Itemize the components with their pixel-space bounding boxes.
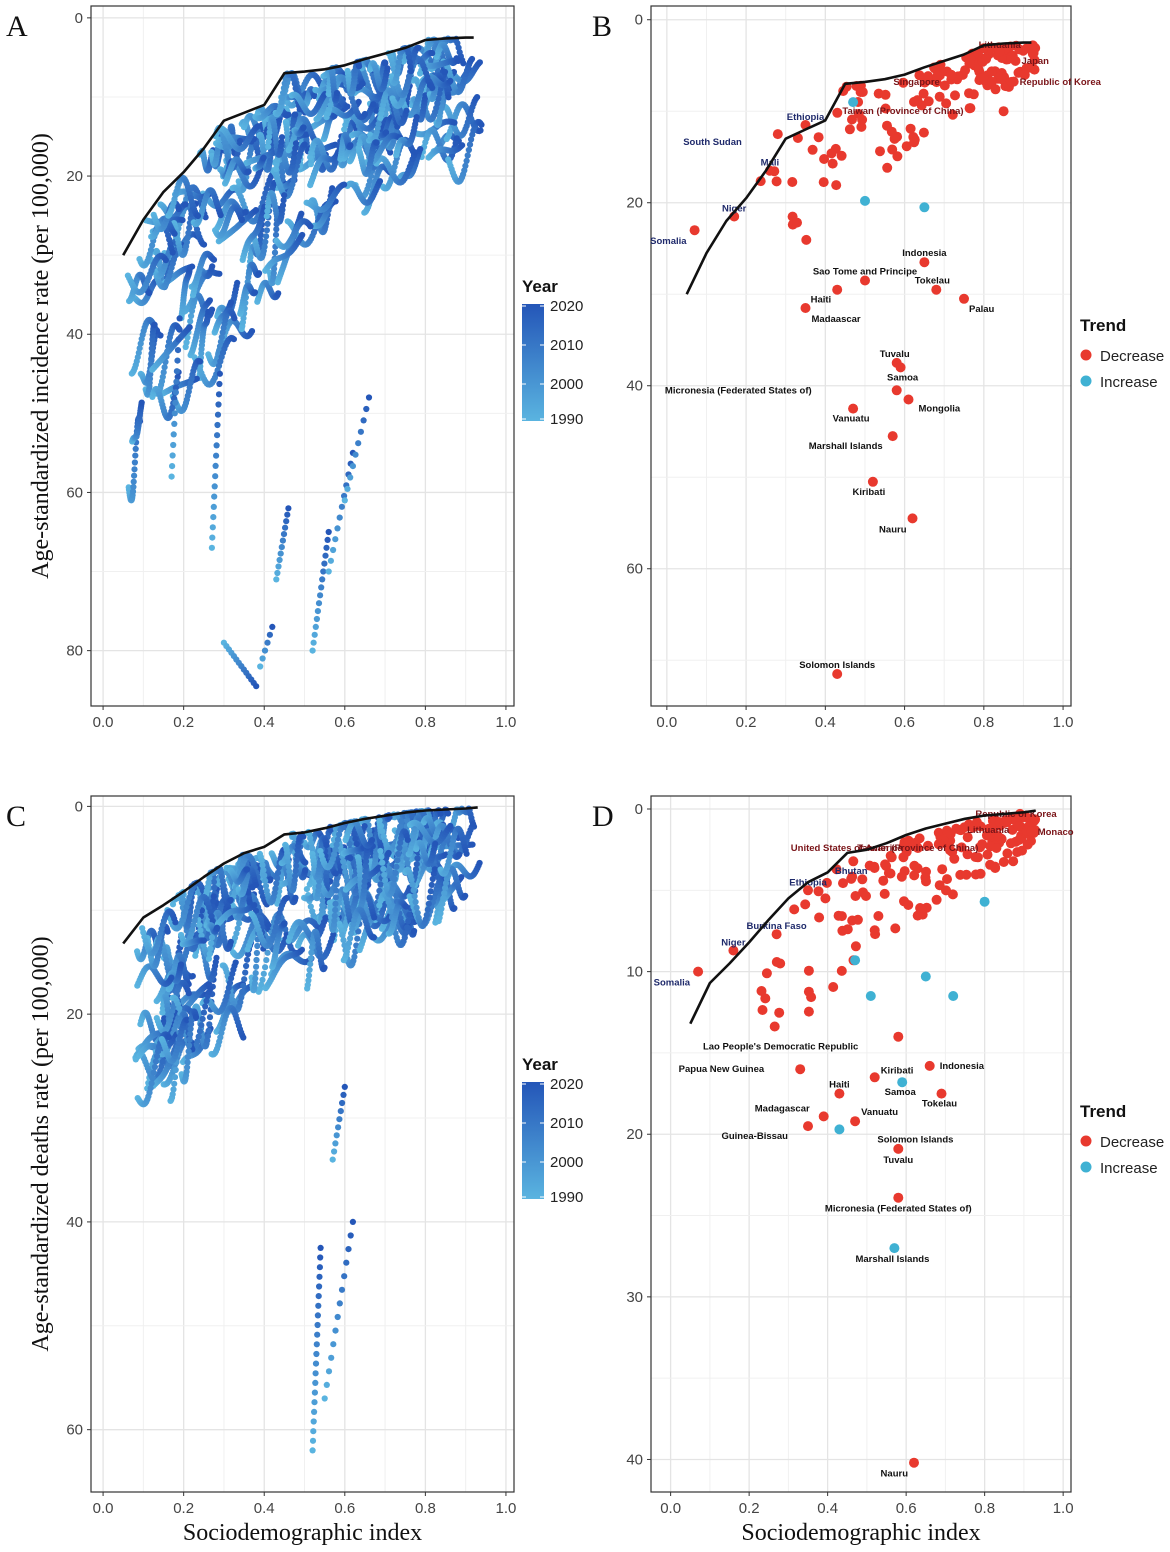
trajectory-point — [341, 181, 348, 188]
trajectory-point — [130, 483, 137, 491]
y-tick-label: 60 — [66, 484, 83, 501]
trajectory-point — [468, 55, 476, 63]
trajectory-point — [429, 50, 436, 57]
trajectory-point — [252, 207, 260, 214]
x-tick-label: 0.2 — [173, 714, 194, 731]
trajectory-point — [262, 238, 269, 245]
trajectory-point — [206, 297, 213, 304]
trajectory-point — [216, 270, 223, 277]
y-tick-label: 80 — [66, 643, 83, 660]
trajectory-point — [230, 336, 237, 343]
x-tick-label: 0.4 — [254, 714, 275, 731]
trajectory-point — [347, 142, 354, 149]
x-tick-label: 1.0 — [496, 714, 517, 731]
trajectory-point — [292, 111, 299, 118]
grid — [91, 6, 514, 706]
trajectory-point — [299, 231, 306, 239]
y-tick-label: 40 — [66, 326, 83, 343]
trajectory-point — [301, 141, 308, 148]
trajectory-point — [478, 121, 485, 128]
trajectory-point — [228, 299, 235, 306]
trajectory-point — [187, 318, 194, 325]
trajectory-point — [209, 263, 216, 270]
trajectory-point — [412, 149, 419, 156]
trajectory-point — [464, 152, 471, 159]
trajectory-point — [463, 157, 470, 164]
trajectory-point — [186, 266, 193, 273]
trajectory-point — [466, 141, 474, 148]
trajectory-point — [205, 308, 212, 315]
trajectory-point — [376, 178, 384, 185]
trajectory-point — [162, 257, 169, 264]
plot-border — [90, 5, 515, 707]
trajectory-point — [283, 112, 290, 119]
trajectory-point — [231, 315, 238, 322]
trajectory-point — [264, 220, 271, 227]
trajectory-point — [476, 59, 483, 66]
trajectory-point — [179, 217, 186, 224]
trajectory-point — [459, 142, 466, 149]
trajectory-point — [138, 399, 145, 406]
trajectory-point — [242, 208, 249, 215]
trajectory-point — [455, 57, 462, 64]
trajectory-point — [251, 289, 259, 296]
x-tick-label: 0.6 — [334, 714, 355, 731]
trajectory-point — [131, 459, 138, 466]
trajectory-point — [256, 270, 263, 277]
panel-letter-a: A — [6, 10, 28, 43]
trajectory-point — [275, 290, 282, 297]
trajectory-point — [445, 94, 452, 101]
x-tick-label: 0.0 — [93, 714, 114, 731]
trajectory-point — [157, 332, 164, 339]
trajectory-point — [237, 137, 244, 145]
trajectory-point — [298, 210, 305, 217]
trajectory-point — [447, 77, 454, 84]
trajectory-points — [124, 35, 485, 690]
trajectory-point — [131, 466, 138, 473]
trajectory-point — [132, 445, 139, 452]
y-tick-label: 0 — [75, 10, 83, 27]
trajectory-point — [131, 472, 138, 479]
trajectory-point — [451, 119, 458, 126]
trajectory-point — [292, 140, 300, 147]
trajectory-point — [248, 328, 256, 335]
trajectory-point — [465, 146, 472, 154]
trajectory-point — [477, 127, 484, 134]
x-tick-label: 0.8 — [415, 714, 436, 731]
trajectory-point — [474, 94, 481, 101]
trajectory-point — [426, 82, 433, 89]
trajectory-point — [217, 212, 224, 219]
trajectory-point — [200, 241, 208, 248]
trajectory-point — [182, 201, 189, 208]
y-tick-label: 20 — [66, 168, 83, 185]
trajectory-point — [135, 349, 142, 356]
trajectory-point — [300, 124, 307, 131]
trajectory-point — [453, 135, 460, 142]
trajectory-point — [387, 149, 394, 156]
trajectory-point — [263, 227, 270, 234]
panel-a: A 0.0 0.2 0.4 0.6 0.8 1.0 0 20 40 60 80 — [6, 5, 517, 731]
trajectory-point — [441, 68, 449, 76]
trajectory-point — [132, 452, 139, 459]
trajectory-point — [272, 231, 280, 238]
trajectory-point — [169, 249, 176, 256]
trajectory-point — [403, 107, 410, 114]
trajectory-point — [271, 249, 279, 256]
trajectory-point — [130, 478, 137, 485]
trajectory-point — [366, 177, 373, 184]
trajectory-point — [370, 101, 377, 108]
trajectory-point — [238, 216, 245, 224]
trajectory-point — [146, 289, 153, 297]
trajectory-point — [234, 279, 241, 286]
trajectory-point — [263, 233, 270, 240]
trajectory-point — [151, 321, 158, 328]
